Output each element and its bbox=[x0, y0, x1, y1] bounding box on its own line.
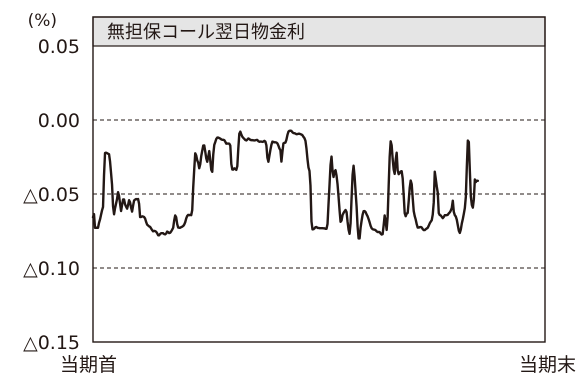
x-label-start: 当期首 bbox=[60, 354, 117, 375]
title-box bbox=[92, 16, 546, 47]
x-label-end: 当期末 bbox=[519, 354, 576, 375]
y-tick-label: △0.05 bbox=[23, 184, 80, 206]
y-tick-label: △0.10 bbox=[23, 258, 80, 280]
y-axis-ticks: 0.05 0.00 △0.05 △0.10 △0.15 bbox=[23, 36, 80, 354]
y-tick-label: 0.05 bbox=[38, 36, 80, 58]
plot-frame bbox=[92, 16, 546, 343]
y-tick-label: △0.15 bbox=[23, 332, 80, 354]
unit-label: (%) bbox=[28, 11, 57, 31]
gridlines bbox=[93, 119, 545, 269]
y-tick-label: 0.00 bbox=[38, 110, 80, 132]
rate-series-line bbox=[91, 129, 480, 240]
chart-title: 無担保コール翌日物金利 bbox=[107, 22, 305, 43]
